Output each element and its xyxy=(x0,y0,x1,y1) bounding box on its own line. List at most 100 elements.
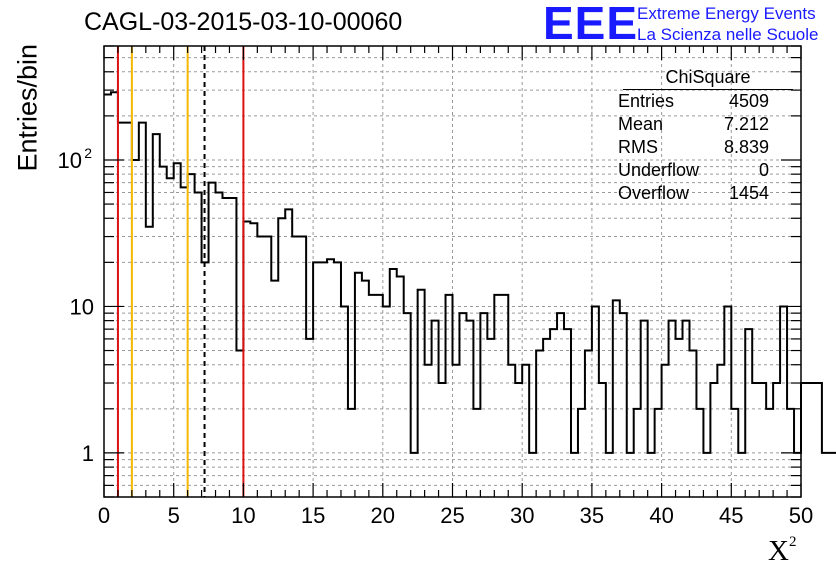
histogram-bin xyxy=(181,187,188,497)
x-axis-label: X2 xyxy=(768,534,797,567)
logo-line-1: Extreme Energy Events xyxy=(637,4,816,23)
histogram-bin xyxy=(585,351,592,497)
histogram-bin xyxy=(515,383,522,497)
histogram-bin xyxy=(341,306,348,497)
histogram-bin xyxy=(216,192,223,497)
histogram-bin xyxy=(815,383,822,497)
histogram-bin xyxy=(439,383,446,497)
histogram-bin xyxy=(111,92,118,497)
histogram-bin xyxy=(313,262,320,497)
histogram-bin xyxy=(459,313,466,497)
histogram-outline xyxy=(104,91,836,454)
histogram-bin xyxy=(167,178,174,497)
x-tick-label: 10 xyxy=(231,503,255,528)
histogram-bin xyxy=(425,365,432,497)
stats-box: ChiSquare Entries 4509 Mean 7.212 RMS 8.839… xyxy=(611,67,805,205)
logo-line-2: La Scienza nelle Scuole xyxy=(637,25,819,44)
histogram-bin xyxy=(125,123,132,497)
axis-mask xyxy=(102,498,803,558)
histogram-bin xyxy=(146,227,153,497)
histogram-bin xyxy=(662,365,669,497)
histogram-bin xyxy=(710,383,717,497)
histogram-bin xyxy=(536,351,543,497)
y-tick-label: 10 xyxy=(58,148,82,173)
histogram-bin xyxy=(132,160,139,497)
histogram-bin xyxy=(564,329,571,497)
stats-row-rms: RMS 8.839 xyxy=(618,137,769,157)
reference-lines-layer xyxy=(116,46,245,497)
histogram-bin xyxy=(299,237,306,497)
histogram-bin xyxy=(250,223,257,497)
run-title: CAGL-03-2015-03-10-00060 xyxy=(84,8,403,36)
histogram-bin xyxy=(292,237,299,497)
histogram-bin xyxy=(209,183,216,497)
histogram-bin xyxy=(822,453,829,497)
stats-title: ChiSquare xyxy=(623,67,793,90)
histogram-bin xyxy=(550,329,557,497)
x-tick-label: 20 xyxy=(371,503,395,528)
stats-row-mean: Mean 7.212 xyxy=(618,114,769,134)
histogram-bin xyxy=(487,339,494,497)
histogram-bin xyxy=(717,365,724,497)
histogram-bin xyxy=(195,192,202,497)
y-axis-label: Entries/bin xyxy=(12,43,43,172)
histogram-bin xyxy=(808,383,815,497)
x-tick-label: 40 xyxy=(649,503,673,528)
histogram-bin xyxy=(689,351,696,497)
x-tick-label: 35 xyxy=(580,503,604,528)
histogram-bin xyxy=(745,329,752,497)
x-tick-label: 0 xyxy=(98,503,110,528)
histogram-bin xyxy=(453,365,460,497)
histogram-bin xyxy=(104,94,111,497)
stats-row-overflow: Overflow 1454 xyxy=(618,183,769,203)
histogram-bin xyxy=(139,123,146,497)
histogram-bin xyxy=(153,134,160,497)
x-tick-label: 30 xyxy=(510,503,534,528)
histogram-bin xyxy=(780,306,787,497)
histogram-bin xyxy=(174,163,181,497)
histogram-bin xyxy=(188,174,195,497)
histogram-bin xyxy=(557,313,564,497)
histogram-bin xyxy=(236,351,243,497)
histogram-bin xyxy=(773,383,780,497)
histogram-bin xyxy=(257,237,264,497)
x-tick-label: 45 xyxy=(719,503,743,528)
y-tick-label-exponent: 2 xyxy=(84,145,92,161)
histogram-bin xyxy=(334,262,341,497)
histogram-bin xyxy=(229,198,236,497)
x-tick-label: 50 xyxy=(789,503,813,528)
histogram-bin xyxy=(160,167,167,497)
histogram-bin xyxy=(801,383,808,497)
axis-layer xyxy=(103,45,802,498)
histogram-bin xyxy=(383,306,390,497)
histogram-bin xyxy=(278,218,285,497)
histogram-bin xyxy=(327,259,334,497)
histogram-bin xyxy=(592,306,599,497)
histogram-bin xyxy=(397,277,404,497)
stats-row-entries: Entries 4509 xyxy=(618,91,769,111)
histogram-bin xyxy=(118,123,125,497)
stats-row-underflow: Underflow 0 xyxy=(618,160,769,180)
eee-logo: EEE xyxy=(543,0,639,49)
histogram-bin xyxy=(522,365,529,497)
y-tick-label: 10 xyxy=(70,294,94,319)
histogram-bin xyxy=(676,339,683,497)
histogram-bin xyxy=(306,339,313,497)
histogram-bin xyxy=(620,313,627,497)
histogram-bin xyxy=(480,313,487,497)
histogram-bin xyxy=(508,365,515,497)
histogram-bin xyxy=(285,209,292,497)
histogram-bin xyxy=(829,453,836,497)
histogram-bin xyxy=(752,383,759,497)
histogram-bin xyxy=(543,339,550,497)
x-tick-label: 5 xyxy=(168,503,180,528)
histogram-bin xyxy=(759,383,766,497)
histogram-bin xyxy=(404,313,411,497)
histogram-bin xyxy=(599,383,606,497)
histogram-bin xyxy=(264,237,271,497)
histogram-bin xyxy=(222,198,229,497)
histogram-bin xyxy=(724,306,731,497)
x-tick-label: 15 xyxy=(301,503,325,528)
